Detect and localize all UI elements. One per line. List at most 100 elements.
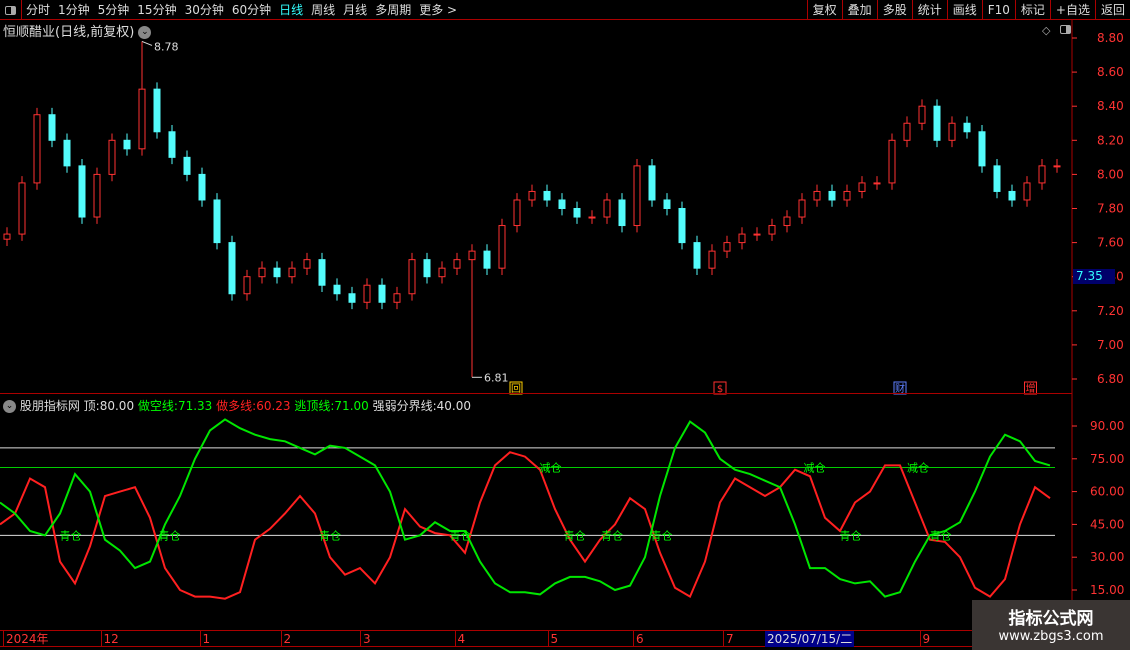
candle-up xyxy=(258,267,266,278)
diamond-icon[interactable]: ◇ xyxy=(1042,24,1051,37)
candle-up xyxy=(408,259,416,295)
time-label: 2024年 xyxy=(3,631,49,647)
signal-label: 减仓 xyxy=(804,461,826,475)
candle-up xyxy=(1038,165,1046,184)
indicator-tick-label: 15.00 xyxy=(1090,583,1124,597)
candle-down xyxy=(78,165,86,218)
candle-up xyxy=(393,293,401,303)
dropdown-icon[interactable]: ⌄ xyxy=(3,400,16,413)
period-tab[interactable]: 多周期 xyxy=(375,3,412,17)
current-price-label: 7.35 xyxy=(1073,269,1115,284)
indicator-tick-label: 75.00 xyxy=(1090,452,1124,466)
candle-up xyxy=(858,182,866,192)
candle-up xyxy=(843,190,851,201)
candle-up xyxy=(438,267,446,278)
time-label: 4 xyxy=(454,631,465,647)
high-marker xyxy=(141,40,153,46)
signal-label: 青仓 xyxy=(840,528,862,542)
toolbar-button[interactable]: 标记 xyxy=(1014,0,1050,20)
period-tab[interactable]: 30分钟 xyxy=(184,3,224,17)
signal-label: 青仓 xyxy=(930,528,952,542)
candle-down xyxy=(648,165,656,201)
candle-up xyxy=(768,225,776,235)
event-icon: $ xyxy=(717,384,723,395)
toolbar-button[interactable]: 画线 xyxy=(946,0,982,20)
event-marker xyxy=(1024,381,1037,395)
short-line-series xyxy=(0,418,1051,598)
indicator-legend: ⌄ 股朋指标网 顶:80.00 做空线:71.33 做多线:60.23 逃顶线:… xyxy=(3,397,471,414)
toolbar-button[interactable]: 统计 xyxy=(911,0,947,20)
signal-label: 青仓 xyxy=(651,528,673,542)
long-line-series xyxy=(0,451,1051,600)
candle-down xyxy=(663,199,671,210)
candle-up xyxy=(108,139,116,175)
candle-up xyxy=(948,122,956,141)
candle-down xyxy=(378,284,386,303)
toolbar-button[interactable]: 叠加 xyxy=(841,0,877,20)
candle-up xyxy=(903,122,911,141)
panel-toggle-icon[interactable] xyxy=(1060,25,1071,34)
candle-up xyxy=(513,199,521,227)
period-tab[interactable]: 分时 xyxy=(26,3,51,17)
candle-down xyxy=(483,250,491,269)
price-tick-label: 7.20 xyxy=(1097,304,1124,318)
candle-up xyxy=(498,225,506,269)
time-label: 9 xyxy=(919,631,930,647)
price-tick-label: 8.80 xyxy=(1097,31,1124,45)
candle-down xyxy=(993,165,1001,192)
watermark: 指标公式网 www.zbgs3.com xyxy=(972,600,1130,650)
panel-divider xyxy=(0,393,1072,394)
candle-up xyxy=(3,233,11,240)
time-label: 12 xyxy=(100,631,119,647)
period-tab[interactable]: 1分钟 xyxy=(58,3,90,17)
toolbar-button[interactable]: 复权 xyxy=(806,0,842,20)
candle-down xyxy=(168,131,176,158)
candle-up xyxy=(468,250,476,261)
top-toolbar: 分时 1分钟 5分钟 15分钟 30分钟 60分钟 日线 周线 月线 多周期 更多 > 复权 叠加 多股… xyxy=(0,0,1130,20)
candle-down xyxy=(348,293,356,303)
toolbar-button[interactable]: 返回 xyxy=(1094,0,1130,20)
price-tick-label: 6.80 xyxy=(1097,372,1124,386)
candle-up xyxy=(1053,165,1061,168)
candle-down xyxy=(1008,190,1016,201)
time-label: 2 xyxy=(280,631,291,647)
price-tick-label: 8.00 xyxy=(1097,167,1124,181)
period-tab[interactable]: 月线 xyxy=(343,3,368,17)
toolbar-button[interactable]: 多股 xyxy=(876,0,912,20)
toolbar-button[interactable]: F10 xyxy=(981,0,1015,20)
signal-label: 减仓 xyxy=(907,461,929,475)
panel-toggle-icon[interactable] xyxy=(0,0,22,20)
period-tab[interactable]: 周线 xyxy=(311,3,336,17)
period-tab[interactable]: 60分钟 xyxy=(231,3,272,17)
candle-up xyxy=(303,259,311,269)
candle-down xyxy=(123,139,131,150)
candle-down xyxy=(228,242,236,295)
price-tick-label: 7.80 xyxy=(1097,202,1124,216)
stock-title: 恒顺醋业(日线,前复权) ⌄ xyxy=(3,21,152,40)
low-label: 6.81 xyxy=(484,371,509,384)
candle-down xyxy=(423,259,431,278)
period-tab[interactable]: 15分钟 xyxy=(137,3,177,17)
indicator-tick-label: 90.00 xyxy=(1090,419,1124,433)
candle-down xyxy=(273,267,281,278)
candle-down xyxy=(48,114,56,141)
toolbar-button[interactable]: +自选 xyxy=(1049,0,1095,20)
dropdown-icon[interactable]: ⌄ xyxy=(138,26,152,39)
period-tab[interactable]: 更多 > xyxy=(419,3,458,17)
candle-up xyxy=(723,242,731,252)
high-label: 8.78 xyxy=(154,40,179,53)
candle-down xyxy=(963,122,971,133)
period-tab[interactable]: 5分钟 xyxy=(97,3,130,17)
period-tab[interactable]: 日线 xyxy=(279,3,304,17)
candle-up xyxy=(528,190,536,201)
signal-label: 青仓 xyxy=(564,528,586,542)
time-label: 6 xyxy=(633,631,644,647)
price-tick-label: 8.60 xyxy=(1097,65,1124,79)
candle-down xyxy=(933,105,941,141)
time-axis: 2025/07/15/二 2024年 12 1 2 3 4 5 6 7 9 xyxy=(0,630,1072,647)
time-label: 1 xyxy=(199,631,210,647)
event-icon: 增 xyxy=(1026,382,1036,395)
candle-up xyxy=(813,190,821,201)
event-marker xyxy=(509,381,523,395)
